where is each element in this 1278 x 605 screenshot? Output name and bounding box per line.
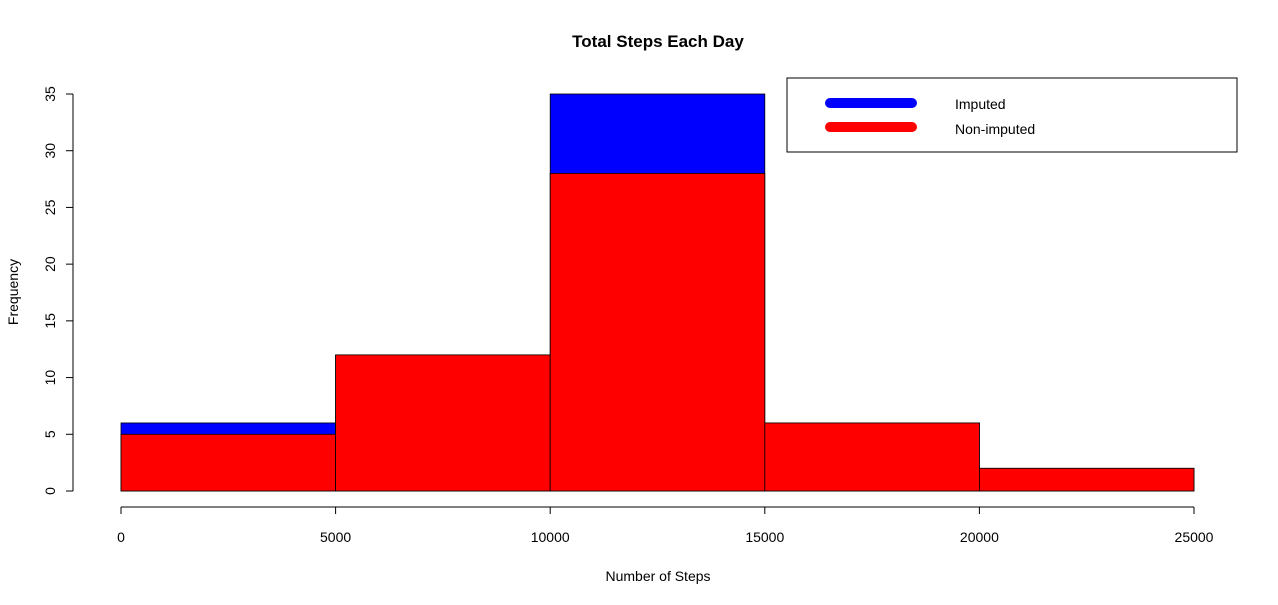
bars-layer [120, 93, 1195, 492]
bar-non-imputed-0 [120, 433, 337, 492]
x-tick-label-3: 15000 [745, 529, 784, 545]
y-tick-label-5: 25 [42, 199, 58, 215]
chart-title: Total Steps Each Day [572, 32, 744, 51]
legend-label-imputed: Imputed [955, 96, 1006, 112]
y-tick-label-4: 20 [42, 256, 58, 272]
y-tick-label-2: 10 [42, 370, 58, 386]
bar-non-imputed-3 [764, 422, 980, 492]
x-axis: 0 5000 10000 15000 20000 25000 [117, 506, 1214, 545]
bar-non-imputed-1 [335, 354, 551, 492]
x-tick-label-0: 0 [117, 529, 125, 545]
y-axis: 0 5 10 15 20 25 30 35 [42, 86, 74, 495]
bar-non-imputed-4 [979, 467, 1195, 492]
y-axis-label: Frequency [5, 259, 21, 325]
bar-non-imputed-2 [549, 172, 766, 492]
x-tick-label-1: 5000 [320, 529, 351, 545]
legend-box [786, 77, 1238, 153]
y-tick-label-3: 15 [42, 313, 58, 329]
x-tick-label-4: 20000 [960, 529, 999, 545]
x-tick-label-5: 25000 [1175, 529, 1214, 545]
y-tick-label-6: 30 [42, 143, 58, 159]
legend-label-non-imputed: Non-imputed [955, 121, 1035, 137]
y-tick-label-7: 35 [42, 86, 58, 102]
legend: Imputed Non-imputed [786, 77, 1238, 153]
y-tick-label-1: 5 [42, 430, 58, 438]
x-axis-label: Number of Steps [605, 568, 710, 584]
x-tick-label-2: 10000 [531, 529, 570, 545]
y-tick-label-0: 0 [42, 487, 58, 495]
